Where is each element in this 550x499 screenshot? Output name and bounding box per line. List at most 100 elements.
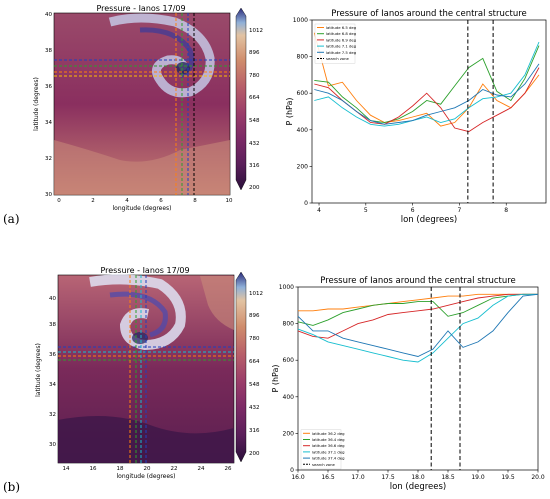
- x-tick-label: 5: [364, 207, 368, 214]
- map-b-ytick: 32: [49, 412, 56, 418]
- legend-label: latitude 36.2 deg: [312, 431, 345, 436]
- map-a-ylabel: latitude (degrees): [33, 77, 40, 131]
- x-tick-label: 17.5: [381, 474, 395, 481]
- line-chart-b: Pressure of Ianos around the central str…: [271, 276, 545, 492]
- x-tick-label: 20.0: [531, 474, 545, 481]
- map-a-ytick: 36: [45, 84, 52, 90]
- y-axis-label: P (hPa): [285, 97, 294, 125]
- map-a-xtick: 4: [125, 198, 129, 204]
- map-a-ytick: 32: [45, 156, 52, 162]
- map-b-xtick: 18: [117, 466, 124, 472]
- map-a-cloud-swirl: [108, 13, 215, 98]
- y-tick-label: 1000: [279, 284, 294, 291]
- map-b-cloud-swirl: [89, 274, 186, 351]
- x-tick-label: 7: [458, 207, 462, 214]
- map-a-land: [54, 140, 230, 195]
- plot-frame: [311, 19, 547, 204]
- map-b-cbar-tick: 896: [249, 313, 260, 319]
- y-tick-label: 600: [297, 90, 309, 97]
- x-tick-label: 19.5: [501, 474, 515, 481]
- series-line-5: [314, 63, 540, 125]
- map-a-xtick: 10: [226, 198, 233, 204]
- map-b-cbar-tick: 780: [249, 336, 260, 342]
- x-tick-label: 8: [504, 207, 508, 214]
- y-tick-label: 200: [283, 430, 295, 437]
- legend-box: [300, 429, 342, 470]
- map-a-title: Pressure - Ianos 17/09: [96, 4, 185, 13]
- x-tick-label: 17.0: [351, 474, 365, 481]
- map-a-yticks: 30 32 34 36 38 40: [45, 12, 52, 198]
- map-a-cbar-tick: 548: [249, 118, 260, 124]
- x-tick-label: 18.0: [411, 474, 425, 481]
- map-a-ytick: 40: [45, 12, 52, 18]
- series-line-4: [297, 293, 538, 363]
- y-tick-label: 800: [297, 54, 309, 61]
- y-tick-label: 0: [304, 200, 308, 207]
- map-b-cbar-tick: 548: [249, 382, 260, 388]
- map-a-colorbar-ticks: 200 316 432 548 664 780 896 1012: [249, 28, 263, 191]
- legend-label: latitude 36.4 deg: [312, 437, 345, 442]
- map-a-xtick: 6: [159, 198, 163, 204]
- x-tick-label: 4: [317, 207, 321, 214]
- y-tick-label: 600: [283, 357, 295, 364]
- map-a-eye: [176, 62, 190, 74]
- y-tick-label: 400: [297, 127, 309, 134]
- x-axis-label: lon (degrees): [401, 215, 458, 225]
- map-b-colorbar: [235, 271, 247, 463]
- legend-label: latitude 7.5 deg: [326, 50, 357, 55]
- map-a-cbar-tick: 316: [249, 163, 260, 169]
- series-line-5: [297, 293, 539, 357]
- map-a-cbar-tick: 780: [249, 73, 260, 79]
- series-line-2: [314, 45, 540, 123]
- map-a-cbar-tick: 1012: [249, 28, 263, 34]
- map-b-ytick: 30: [49, 442, 56, 448]
- y-tick-label: 0: [290, 467, 294, 474]
- y-tick-label: 1000: [293, 17, 308, 24]
- series-line-1: [298, 293, 538, 312]
- series-line-3: [297, 293, 538, 339]
- chart-title: Pressure of Ianos around the central str…: [331, 9, 527, 19]
- line-chart-a: Pressure of Ianos around the central str…: [285, 9, 547, 225]
- map-b-xtick: 14: [63, 466, 70, 472]
- series-line-1: [313, 32, 540, 127]
- legend-label: search zone: [312, 462, 336, 467]
- series-line-3: [314, 67, 540, 133]
- map-b-ytick: 34: [49, 382, 56, 388]
- map-b-land-greece: [200, 276, 234, 330]
- legend-label: latitude 6.9 deg: [326, 37, 357, 42]
- map-b-cbar-tick: 1012: [249, 291, 263, 297]
- map-b-cbar-tick: 200: [249, 451, 260, 457]
- map-b-xticks: 14 16 18 20 22 24 26: [63, 466, 232, 472]
- map-b-xlabel: longitude (degrees): [116, 473, 175, 480]
- chart-title: Pressure of Ianos around the central str…: [320, 276, 516, 286]
- x-tick-label: 18.5: [441, 474, 455, 481]
- map-b-yticks: 30 32 34 36 38 40: [49, 296, 56, 448]
- map-b-land-africa: [58, 416, 234, 463]
- legend-label: latitude 37.4 deg: [312, 456, 345, 461]
- map-b-cloud-core: [109, 291, 168, 338]
- y-axis-label: P (hPa): [271, 364, 280, 392]
- x-tick-label: 16.0: [291, 474, 305, 481]
- panel-label-a: (a): [3, 212, 20, 226]
- map-a-cbar-tick: 896: [249, 50, 260, 56]
- map-b-cbar-tick: 316: [249, 428, 260, 434]
- map-b-xtick: 16: [90, 466, 97, 472]
- map-a-cbar-tick: 664: [249, 95, 260, 101]
- map-b-cbar-tick: 432: [249, 405, 260, 411]
- legend-label: search zone: [326, 56, 350, 61]
- series-line-2: [297, 293, 538, 326]
- map-b-ylabel: latitude (degrees): [35, 343, 42, 397]
- map-a-ytick: 34: [45, 120, 52, 126]
- legend-label: latitude 7.1 deg: [326, 44, 357, 49]
- map-b-ytick: 36: [49, 352, 56, 358]
- map-b-colorbar-ticks: 200 316 432 548 664 780 896 1012: [249, 291, 263, 457]
- map-b-xtick: 24: [198, 466, 205, 472]
- legend-label: latitude 6.8 deg: [326, 31, 357, 36]
- map-a-cbar-tick: 432: [249, 141, 260, 147]
- map-a-cbar-tick: 200: [249, 185, 260, 191]
- map-a-xtick: 2: [91, 198, 95, 204]
- panel-label-b: (b): [3, 480, 21, 494]
- legend-box: [314, 23, 356, 64]
- x-tick-label: 16.5: [321, 474, 335, 481]
- legend-label: latitude 36.6 deg: [312, 443, 345, 448]
